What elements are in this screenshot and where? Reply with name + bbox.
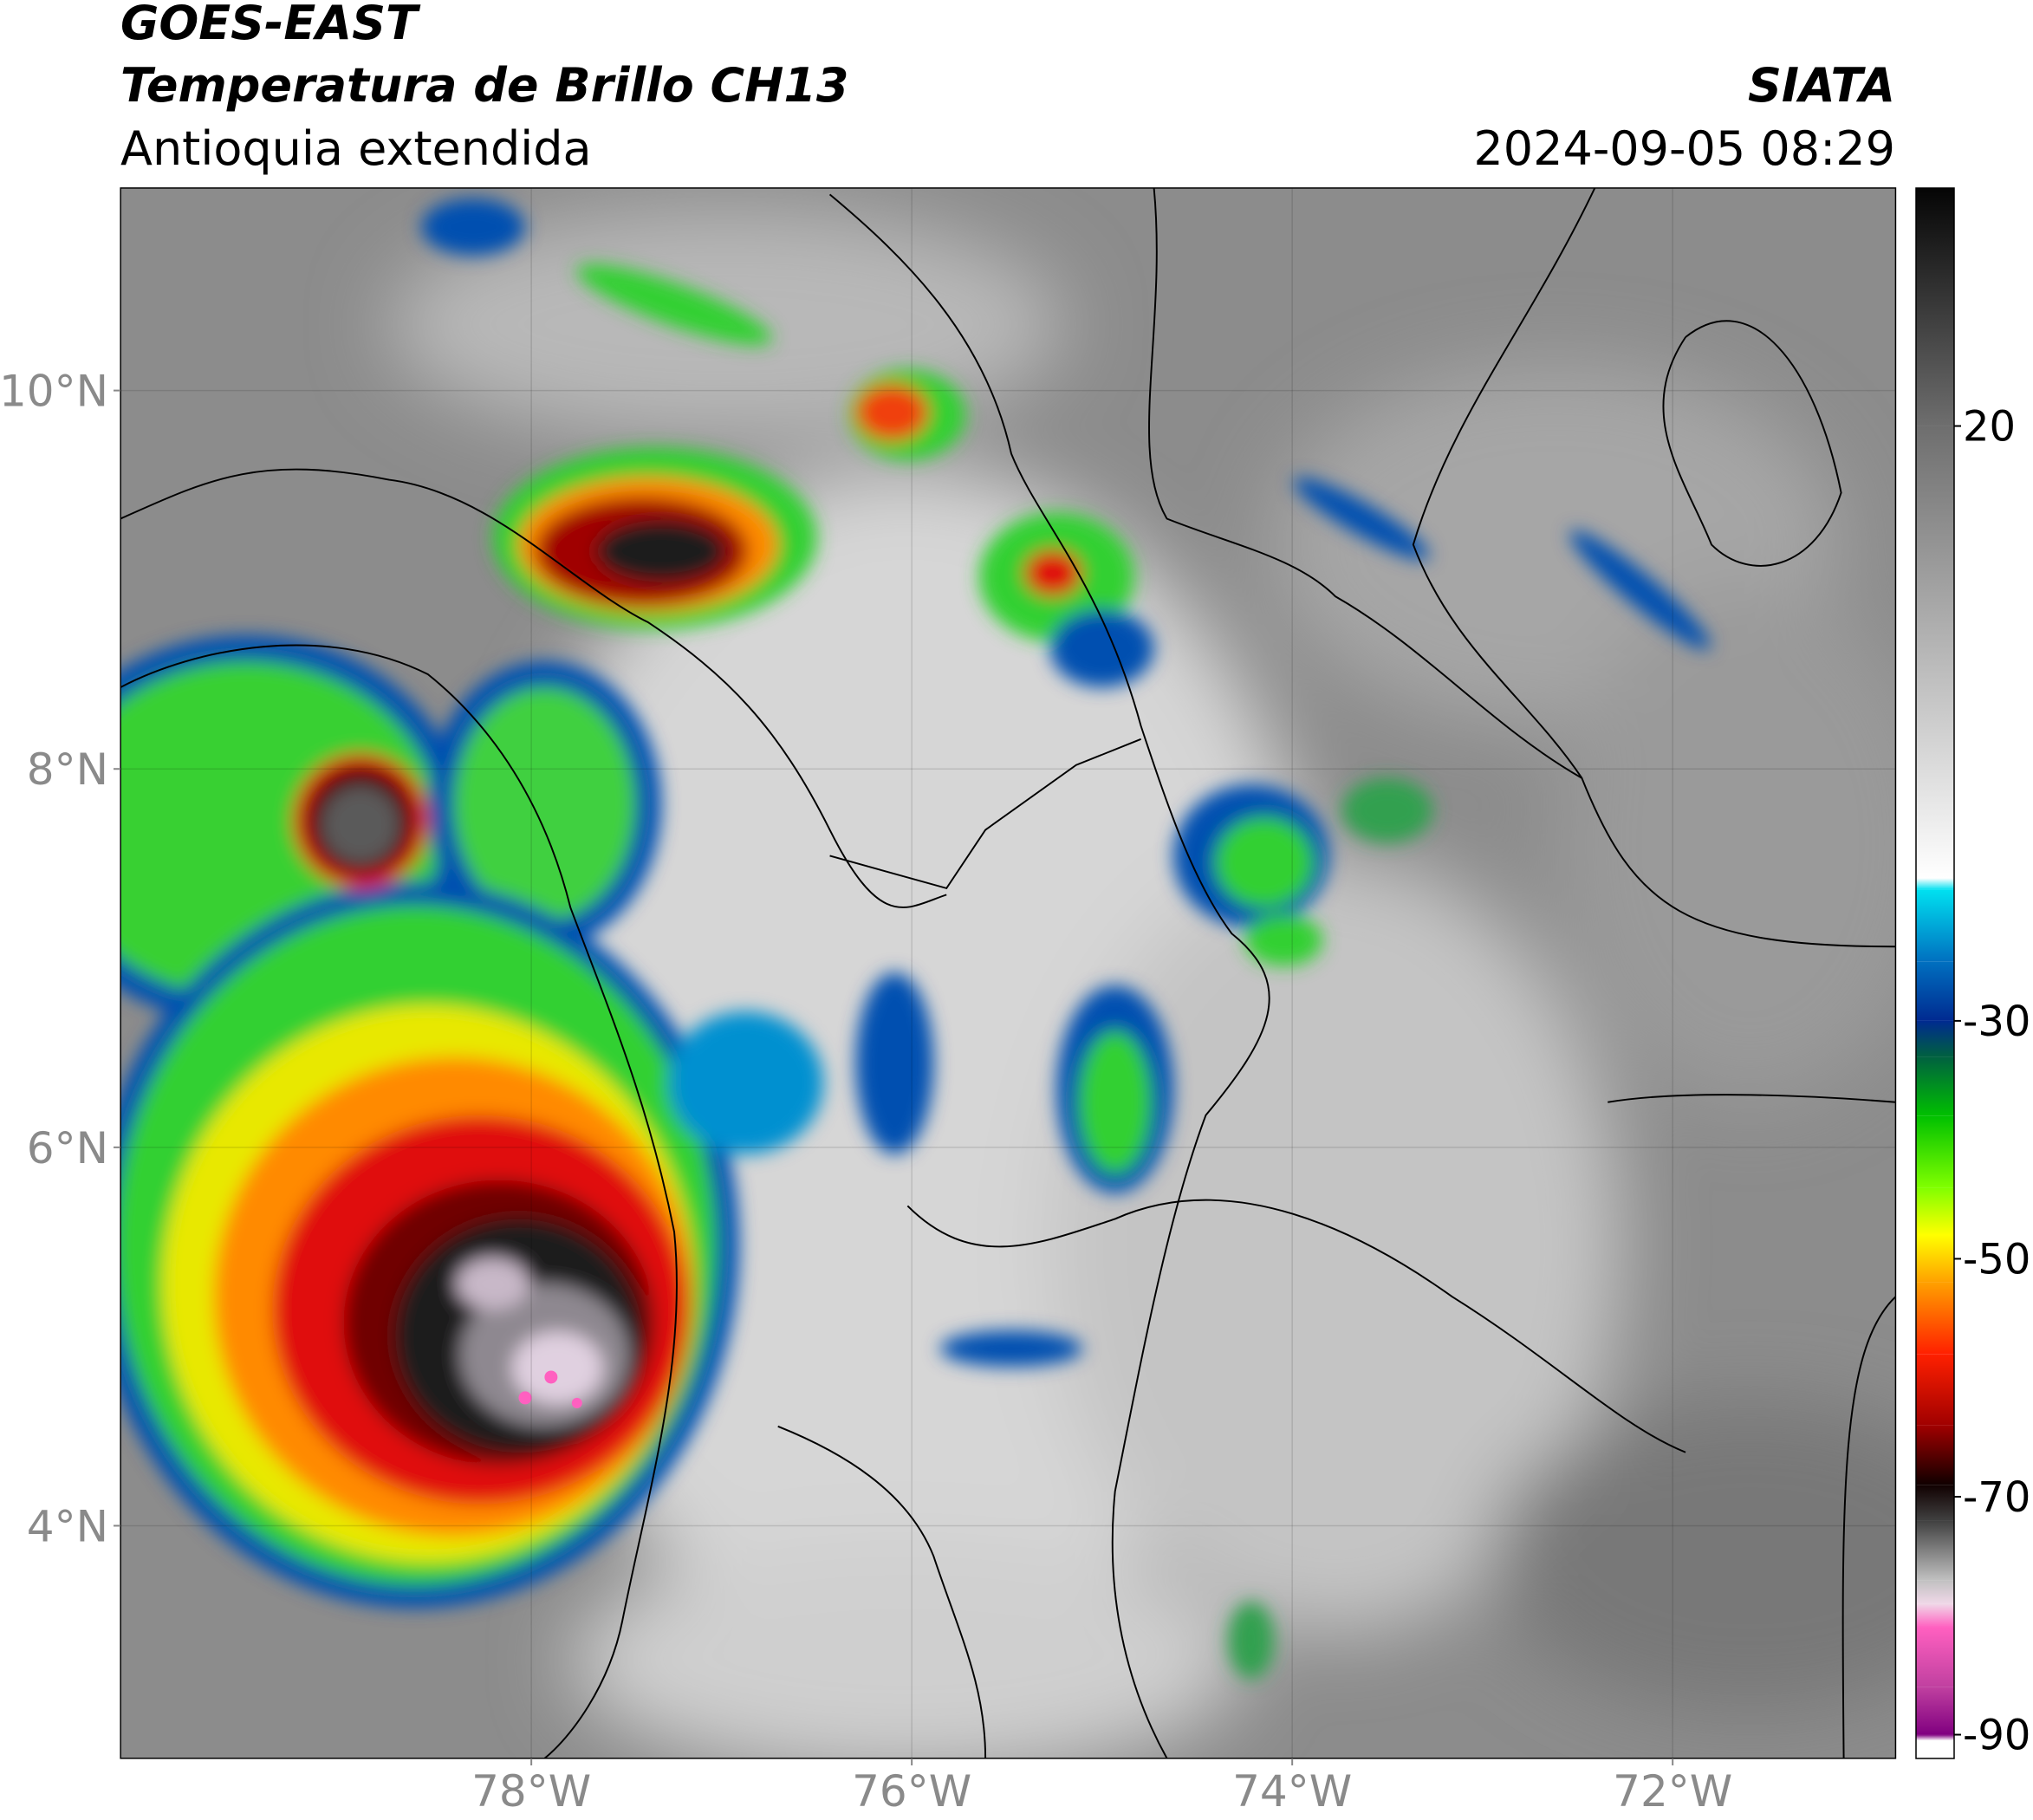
- satellite-image: [120, 187, 1897, 1759]
- timestamp: 2024-09-05 08:29: [1473, 121, 1895, 176]
- colorbar-segment: [1916, 961, 1954, 1021]
- y-tick-label: 6°N: [27, 1123, 108, 1173]
- x-tick-label: 72°W: [1613, 1766, 1732, 1817]
- colorbar-frame: [1915, 187, 1955, 1759]
- colorbar-segment: [1916, 1734, 1954, 1741]
- y-tick-label: 8°N: [27, 744, 108, 795]
- y-tick-label: 4°N: [27, 1501, 108, 1551]
- colorbar-segment: [1916, 1282, 1954, 1355]
- colorbar-segment: [1916, 1580, 1954, 1604]
- colorbar-segment: [1916, 878, 1954, 890]
- colorbar-segment: [1916, 1628, 1954, 1687]
- colorbar-segment: [1916, 1235, 1954, 1283]
- colorbar-segment: [1916, 1056, 1954, 1116]
- colorbar-segment: [1916, 1520, 1954, 1581]
- title: GOES-EAST: [120, 0, 421, 50]
- x-tick-label: 74°W: [1232, 1766, 1352, 1817]
- colorbar-segment: [1916, 426, 1954, 879]
- colorbar-segment: [1916, 1354, 1954, 1426]
- colorbar-segment: [1916, 1485, 1954, 1521]
- x-tick-label: 76°W: [852, 1766, 971, 1817]
- colorbar-tick-label: -90: [1963, 1712, 2030, 1760]
- colorbar-segment: [1916, 889, 1954, 962]
- colorbar-tick-label: -70: [1963, 1473, 2030, 1522]
- colorbar-segment: [1916, 1603, 1954, 1628]
- colorbar-segment: [1916, 188, 1954, 426]
- colorbar-segment: [1916, 1740, 1954, 1758]
- colorbar-tick-label: -30: [1963, 998, 2030, 1046]
- colorbar-segment: [1916, 1187, 1954, 1235]
- colorbar-segment: [1916, 1020, 1954, 1057]
- x-tick-label: 78°W: [471, 1766, 591, 1817]
- colorbar-segment: [1916, 1425, 1954, 1485]
- colorbar-segment: [1916, 1687, 1954, 1735]
- subtitle: Temperatura de Brillo CH13: [120, 58, 849, 113]
- region: Antioquia extendida: [120, 121, 592, 176]
- colorbar-tick-label: -50: [1963, 1235, 2030, 1284]
- colorbar-tick-label: 20: [1963, 403, 2016, 452]
- y-tick-label: 10°N: [0, 367, 108, 417]
- colorbar-segment: [1916, 1115, 1954, 1188]
- source: SIATA: [1748, 58, 1895, 113]
